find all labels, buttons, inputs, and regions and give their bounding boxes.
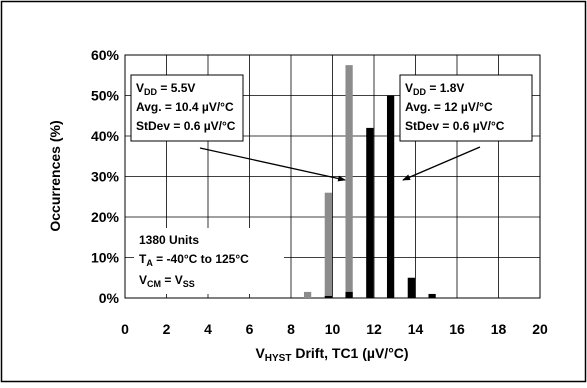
annotation-conditions: 1380 Units TA = -40°C to 125°C VCM = VSS	[134, 228, 284, 294]
annotation-right-avg: Avg. = 12 µV/°C	[405, 100, 493, 114]
y-tick-label: 40%	[91, 128, 120, 144]
annotation-left: VDD = 5.5V Avg. = 10.4 µV/°C StDev = 0.6…	[130, 74, 244, 142]
x-tick-label: 12	[366, 321, 382, 337]
y-tick-label: 60%	[91, 47, 120, 63]
x-tick-label: 4	[204, 321, 212, 337]
x-tick-label: 14	[408, 321, 424, 337]
arrow-left	[199, 147, 346, 182]
arrows-group	[199, 146, 481, 182]
y-axis-ticks: 0% 10% 20% 30% 40% 50% 60%	[91, 47, 120, 306]
annotation-right-vdd: VDD = 1.8V	[405, 81, 464, 97]
x-tick-label: 10	[325, 321, 341, 337]
y-tick-label: 50%	[91, 88, 120, 104]
annotation-units: 1380 Units	[139, 233, 199, 247]
annotation-left-stdev: StDev = 0.6 µV/°C	[136, 119, 236, 133]
bar-series-1	[303, 291, 312, 298]
annotation-left-vdd: VDD = 5.5V	[136, 81, 195, 97]
annotation-vcm: VCM = VSS	[139, 273, 195, 289]
x-tick-label: 18	[491, 321, 507, 337]
annotation-conditions-bg	[134, 228, 284, 294]
y-tick-label: 20%	[91, 209, 120, 225]
x-tick-label: 0	[121, 321, 129, 337]
annotation-left-avg: Avg. = 10.4 µV/°C	[136, 100, 234, 114]
x-tick-label: 6	[246, 321, 254, 337]
annotation-ta: TA = -40°C to 125°C	[139, 252, 249, 268]
x-axis-ticks: 0 2 4 6 8 10 12 14 16 18 20	[121, 321, 548, 337]
bar-series-1	[324, 192, 332, 298]
x-tick-label: 2	[163, 321, 171, 337]
annotation-right-box	[399, 74, 533, 142]
x-tick-label: 8	[287, 321, 295, 337]
bar-series-2	[386, 95, 395, 298]
annotation-left-box	[130, 74, 244, 142]
bars-group	[303, 65, 436, 299]
y-tick-label: 0%	[99, 290, 120, 306]
arrow-right	[402, 146, 481, 181]
x-tick-label: 20	[532, 321, 548, 337]
bar-series-2	[345, 291, 353, 298]
x-tick-label: 16	[449, 321, 465, 337]
y-axis-label: Occurrences (%)	[47, 120, 63, 231]
y-tick-label: 30%	[91, 169, 120, 185]
bar-series-1	[345, 65, 353, 298]
bar-series-2	[324, 295, 332, 298]
x-axis-label: VHYST Drift, TC1 (µV/°C)	[255, 345, 408, 364]
bar-series-2	[366, 127, 374, 299]
bar-series-2	[428, 293, 436, 298]
bar-series-2	[407, 277, 415, 298]
y-tick-label: 10%	[91, 250, 120, 266]
annotation-right: VDD = 1.8V Avg. = 12 µV/°C StDev = 0.6 µ…	[399, 74, 533, 142]
annotation-right-stdev: StDev = 0.6 µV/°C	[405, 119, 505, 133]
